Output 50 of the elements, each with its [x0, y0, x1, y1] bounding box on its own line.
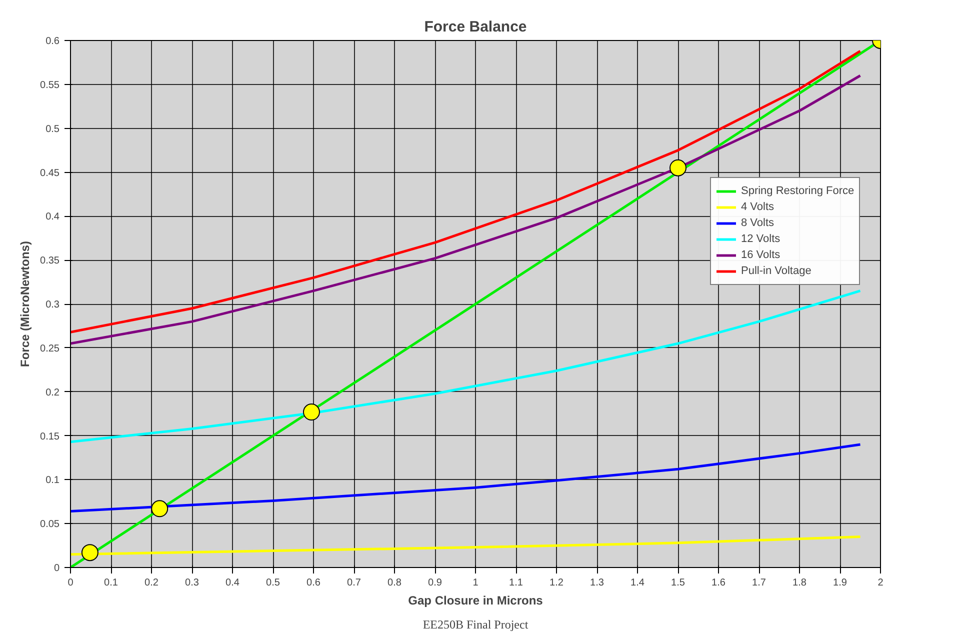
- x-tick-label: 0.3: [185, 578, 200, 588]
- y-tick-label: 0.2: [46, 387, 60, 398]
- y-tick-label: 0.45: [40, 168, 60, 179]
- line-series: [70, 290, 862, 444]
- legend-label: Pull-in Voltage: [741, 264, 812, 279]
- point: [670, 159, 686, 176]
- y-axis-title: Force (MicroNewtons): [18, 240, 32, 368]
- x-axis-title: Gap Closure in Microns: [408, 594, 544, 608]
- y-tick-label: 0.15: [40, 431, 60, 442]
- line-series: [70, 443, 862, 513]
- y-tick-label: 0: [54, 563, 60, 574]
- x-tick-label: 1: [472, 578, 479, 588]
- legend-label: Spring Restoring Force: [741, 184, 854, 199]
- legend-label: 8 Volts: [741, 216, 774, 231]
- legend-label: 4 Volts: [741, 200, 774, 215]
- x-tick-label: 0.8: [388, 578, 402, 588]
- x-tick-label: 2: [878, 578, 884, 588]
- x-tick-label: 1.5: [671, 578, 686, 588]
- x-tick-label: 0.4: [226, 578, 240, 588]
- x-tick-label: 1.9: [833, 578, 848, 588]
- y-tick-label: 0.5: [46, 124, 60, 135]
- x-tick-label: 1.3: [590, 578, 604, 588]
- legend-label: 16 Volts: [741, 248, 780, 263]
- y-tick-label: 0.4: [46, 212, 60, 223]
- text: EE250B Final Project: [422, 618, 529, 632]
- x-tick-label: 1.6: [712, 578, 726, 588]
- x-tick-label: 1.2: [550, 578, 564, 588]
- x-tick-label: 0.5: [266, 578, 280, 588]
- x-tick-label: 1.4: [630, 578, 645, 588]
- x-tick-label: 0.6: [306, 578, 321, 588]
- x-tick-label: 0.1: [104, 578, 118, 588]
- x-tick-label: 0.7: [347, 578, 362, 588]
- y-tick-label: 0.05: [40, 519, 60, 530]
- x-tick-label: 0: [68, 578, 74, 588]
- point: [151, 500, 168, 518]
- x-tick-label: 1.8: [792, 578, 807, 588]
- y-tick-label: 0.35: [40, 256, 60, 267]
- point: [302, 404, 320, 421]
- y-tick-label: 0.1: [46, 475, 60, 486]
- point: [81, 544, 98, 562]
- x-tick-label: 0.2: [144, 578, 159, 588]
- x-tick-label: 1.1: [509, 578, 524, 588]
- chart-title: Force Balance: [424, 18, 527, 36]
- y-tick-label: 0.6: [46, 36, 60, 47]
- y-tick-label: 0.55: [40, 80, 60, 91]
- x-tick-label: 0.9: [428, 578, 442, 588]
- y-tick-label: 0.25: [40, 343, 60, 354]
- y-tick-label: 0.3: [46, 300, 60, 310]
- legend-label: 12 Volts: [741, 232, 780, 247]
- x-tick-label: 1.7: [752, 578, 766, 588]
